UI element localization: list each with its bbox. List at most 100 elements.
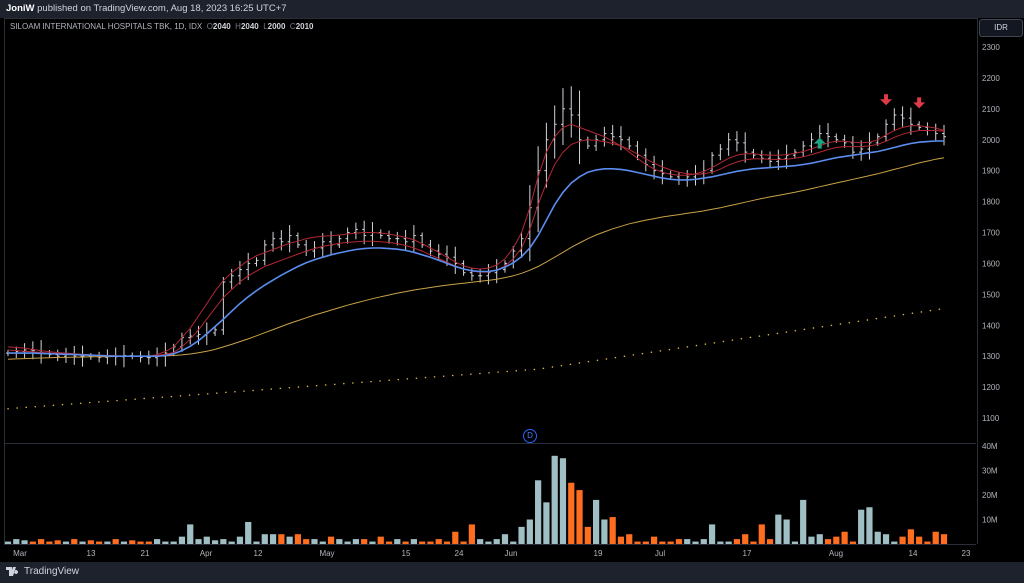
volume-bar	[642, 541, 649, 544]
volume-bar	[327, 536, 335, 544]
publish-text: published on TradingView.com, Aug 18, 20…	[37, 3, 287, 14]
volume-bar	[38, 539, 45, 544]
tradingview-brand: TradingView	[24, 566, 80, 577]
price-tick-label: 2200	[982, 74, 1000, 83]
currency-button[interactable]: IDR	[979, 19, 1023, 37]
time-tick-label: 17	[743, 549, 752, 558]
time-tick-label: Aug	[829, 549, 843, 558]
volume-bar	[452, 531, 459, 544]
volume-bar	[211, 540, 219, 544]
volume-bar	[584, 526, 591, 544]
volume-bar	[882, 534, 890, 544]
volume-bar	[816, 534, 823, 544]
volume-bar	[874, 531, 881, 544]
tradingview-logo[interactable]: TradingView	[6, 566, 79, 577]
dividend-marker-icon[interactable]: D	[523, 429, 537, 443]
footer-bar: TradingView	[0, 562, 1024, 583]
volume-bar	[427, 541, 434, 544]
volume-tick-label: 20M	[982, 491, 998, 500]
volume-bar	[195, 539, 202, 544]
publisher-username[interactable]: JoniW	[6, 3, 35, 14]
volume-bar	[435, 539, 442, 544]
volume-bar	[650, 536, 658, 544]
volume-bar	[593, 499, 600, 544]
volume-bar	[203, 536, 210, 544]
price-tick-label: 2300	[982, 43, 1000, 52]
volume-bar	[245, 521, 252, 544]
volume-bar	[402, 541, 409, 544]
close-value: 2010	[295, 22, 314, 31]
symbol-legend: SILOAM INTERNATIONAL HOSPITALS TBK, 1D, …	[10, 22, 314, 31]
symbol-interval: 1D	[174, 22, 185, 31]
time-tick-label: 24	[455, 549, 464, 558]
price-tick-label: 1400	[982, 321, 1000, 330]
volume-bar	[71, 539, 78, 544]
volume-bar	[858, 509, 865, 544]
volume-bar	[932, 531, 939, 544]
volume-bar	[62, 541, 70, 544]
volume-bar	[750, 541, 757, 544]
volume-bar	[907, 529, 914, 544]
volume-bar	[278, 534, 285, 544]
volume-bar	[477, 539, 484, 544]
publish-header: JoniW published on TradingView.com, Aug …	[0, 0, 1024, 18]
volume-bar	[667, 541, 674, 544]
time-axis[interactable]	[4, 544, 976, 563]
volume-bar	[369, 541, 376, 544]
price-tick-label: 1600	[982, 259, 1000, 268]
volume-bar	[54, 540, 61, 544]
volume-bar	[261, 534, 268, 544]
volume-bar	[129, 540, 136, 544]
time-tick-label: Jul	[655, 549, 665, 558]
volume-bar	[87, 540, 94, 544]
volume-bar	[13, 539, 20, 544]
volume-bar	[609, 517, 616, 544]
volume-bar	[21, 540, 28, 544]
symbol-exchange: IDX	[188, 22, 203, 31]
time-tick-label: 23	[962, 549, 971, 558]
volume-bar	[617, 536, 625, 544]
symbol-name[interactable]: SILOAM INTERNATIONAL HOSPITALS TBK	[10, 22, 170, 31]
buy-signal-up-arrow-icon[interactable]	[813, 137, 826, 149]
volume-bar	[916, 536, 923, 544]
volume-tick-label: 40M	[982, 442, 998, 451]
price-axis[interactable]	[977, 18, 1024, 544]
volume-bar	[361, 539, 368, 544]
sell-signal-down-arrow-icon[interactable]	[913, 97, 926, 109]
volume-bar	[311, 539, 318, 544]
volume-bar	[659, 541, 666, 544]
volume-bar	[510, 541, 517, 544]
low-value: 2000	[267, 22, 286, 31]
chart-pane[interactable]	[4, 18, 977, 545]
volume-bar	[766, 539, 774, 544]
volume-pane-separator[interactable]	[4, 443, 976, 444]
volume-bar	[791, 541, 799, 544]
close-label: C	[289, 22, 296, 31]
time-tick-label: Apr	[200, 549, 213, 558]
volume-bar	[808, 536, 815, 544]
moving-average-blue	[8, 140, 944, 357]
volume-bar	[137, 541, 144, 544]
open-value: 2040	[212, 22, 231, 31]
sell-signal-down-arrow-icon[interactable]	[880, 94, 893, 106]
volume-bar	[319, 541, 326, 544]
volume-bar	[675, 539, 683, 544]
volume-bar	[394, 539, 401, 544]
volume-bar	[410, 539, 417, 544]
volume-bar	[220, 539, 227, 544]
volume-bar	[96, 541, 103, 544]
volume-bar	[783, 519, 790, 544]
volume-bar	[170, 541, 177, 544]
price-tick-label: 1100	[982, 414, 1000, 423]
volume-bar	[468, 524, 475, 544]
volume-bar	[162, 541, 169, 544]
volume-bar	[692, 541, 699, 544]
volume-bar	[303, 539, 310, 544]
volume-bar	[535, 480, 542, 544]
time-tick-label: Mar	[13, 549, 27, 558]
volume-bar	[112, 539, 119, 544]
time-tick-label: 19	[594, 549, 603, 558]
volume-bar	[559, 458, 567, 544]
volume-bar	[899, 536, 906, 544]
